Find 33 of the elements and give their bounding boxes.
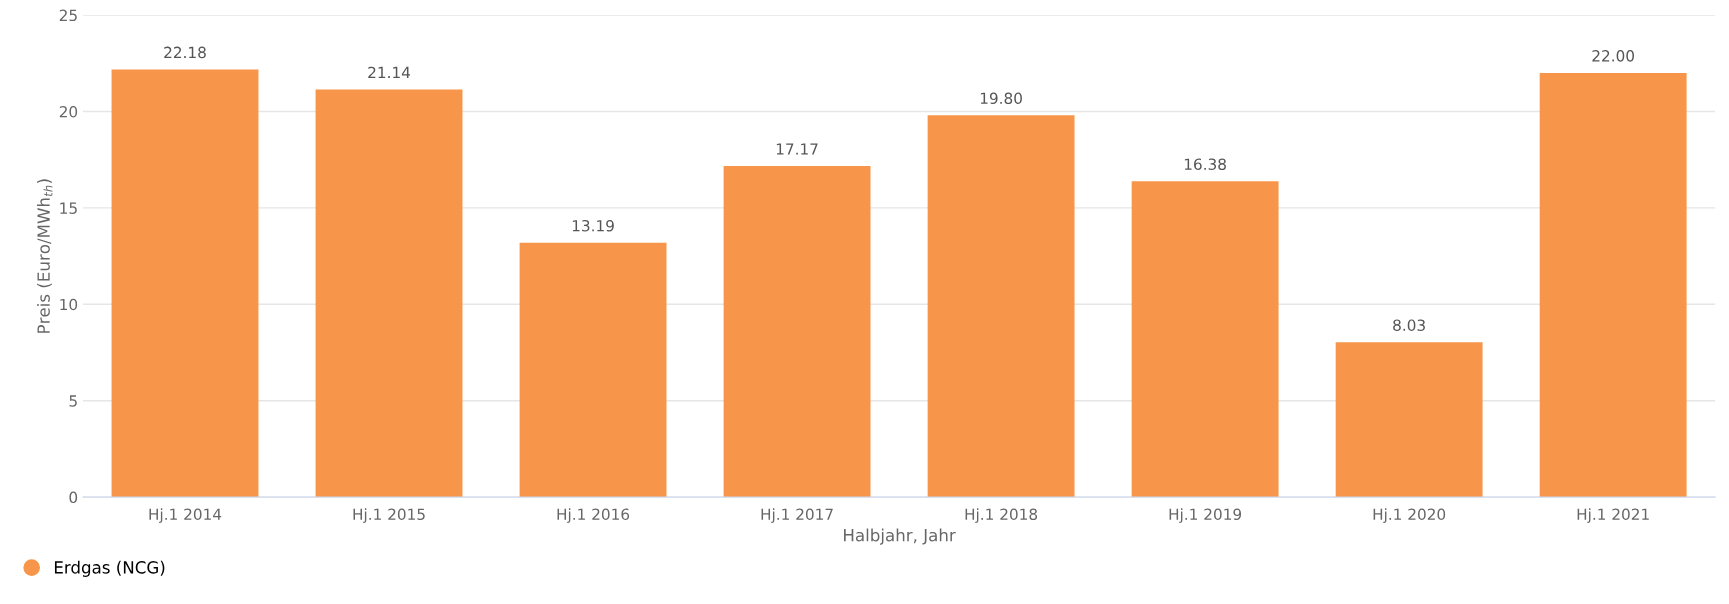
y-axis-title: Preis (Euro/MWh$_{th}$): [37, 179, 53, 333]
x-tick-label: Hj.1 2016: [557, 508, 630, 523]
bar: [1539, 72, 1687, 498]
x-tick-label: Hj.1 2015: [353, 508, 425, 523]
y-tick-label: 20: [59, 105, 78, 118]
legend-label: Erdgas (NCG): [54, 560, 165, 577]
bar: [723, 166, 871, 498]
y-tick-label: 15: [60, 202, 77, 214]
text: 8.03: [1393, 319, 1425, 331]
text: 21.14: [368, 66, 411, 79]
text: 19.80: [980, 92, 1022, 105]
text: 22.18: [164, 46, 206, 59]
bar: [1335, 342, 1483, 498]
text: 13.19: [572, 219, 614, 232]
x-tick-label: Hj.1 2018: [965, 508, 1038, 523]
x-tick-label: Hj.1 2014: [149, 508, 222, 523]
bar: [927, 115, 1075, 498]
text: 16.38: [1184, 158, 1226, 170]
bar: [1131, 181, 1279, 498]
y-tick-label: 0: [69, 491, 78, 504]
bar: [315, 89, 463, 498]
x-tick-label: Hj.1 2017: [761, 508, 833, 523]
text: 22.00: [1592, 50, 1635, 62]
text: 17.17: [776, 143, 818, 155]
x-axis-title: Halbjahr, Jahr: [844, 528, 956, 545]
bar: [519, 242, 667, 498]
x-tick-label: Hj.1 2021: [1577, 508, 1649, 523]
x-tick-label: Hj.1 2020: [1373, 508, 1446, 523]
y-tick-label: 10: [60, 298, 78, 311]
y-tick-label: 5: [69, 395, 77, 407]
bar: [111, 69, 259, 498]
y-tick-label: 25: [59, 9, 77, 22]
x-tick-label: Hj.1 2019: [1169, 508, 1242, 523]
